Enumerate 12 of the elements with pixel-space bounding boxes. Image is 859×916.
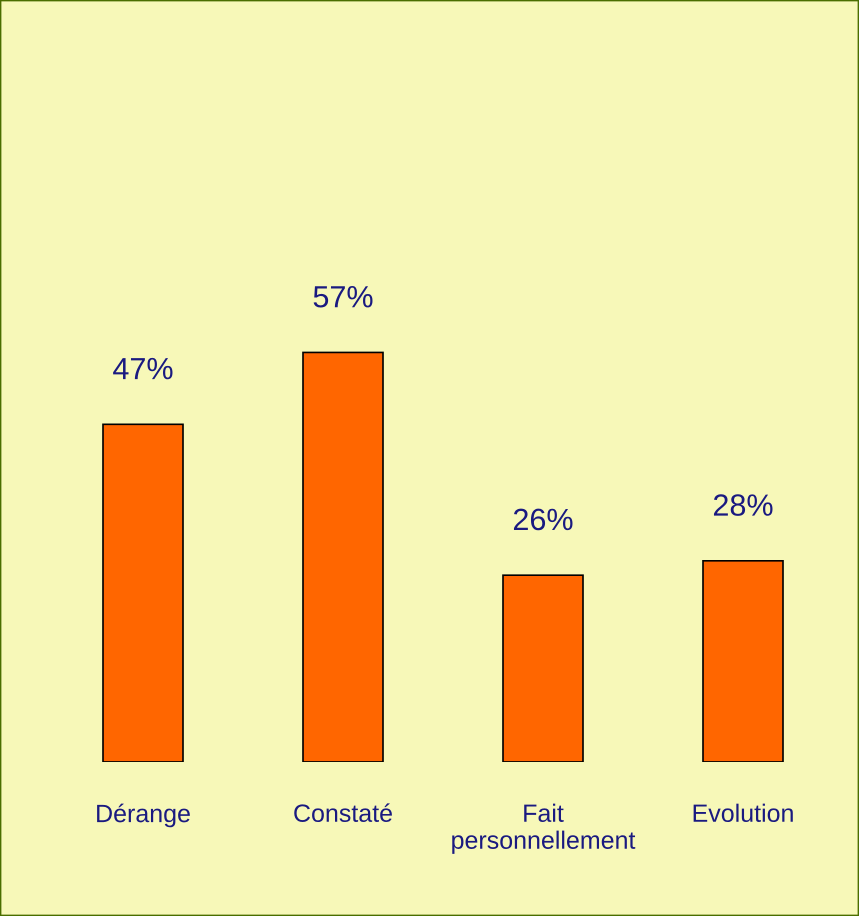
x-tick-label: Fait personnellement bbox=[452, 804, 636, 854]
data-label: 57% bbox=[314, 286, 372, 308]
x-tick-label: Evolution bbox=[694, 804, 793, 822]
data-label: 26% bbox=[514, 508, 572, 530]
bar bbox=[702, 560, 784, 762]
bar bbox=[302, 352, 384, 762]
bar bbox=[502, 574, 584, 762]
bar bbox=[102, 423, 184, 762]
data-label: 28% bbox=[714, 494, 772, 516]
data-label: 47% bbox=[113, 358, 172, 380]
x-tick-label: Constaté bbox=[294, 803, 392, 822]
x-tick-label: Dérange bbox=[97, 804, 190, 828]
